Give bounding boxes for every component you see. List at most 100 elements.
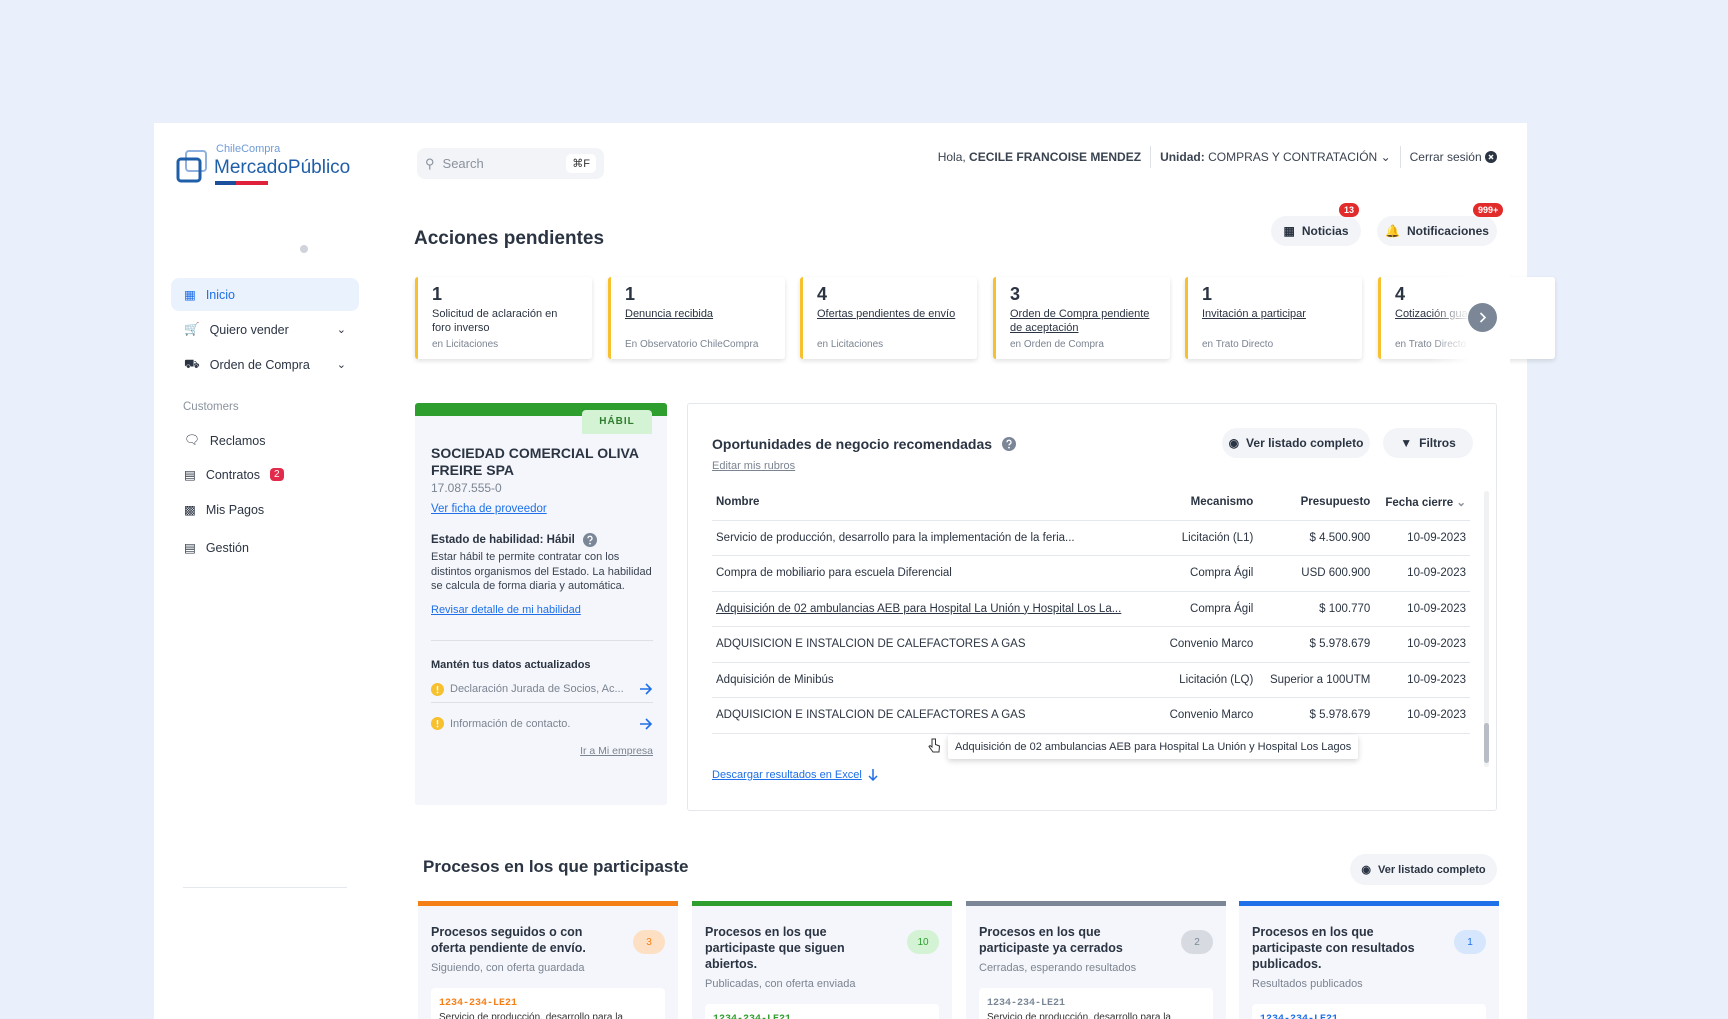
pointer-cursor-icon [928,738,940,753]
update-title: Mantén tus datos actualizados [431,658,591,671]
sidebar-item-contratos[interactable]: ▤ Contratos 2 [171,458,359,491]
cell-nombre[interactable]: Adquisición de 02 ambulancias AEB para H… [712,591,1159,627]
status-badge: HÁBIL [582,410,652,434]
card-count: 1 [625,284,636,304]
arrow-down-icon [868,769,878,781]
search-placeholder: Search [442,156,484,171]
card-count: 3 [1010,284,1021,304]
my-company-link[interactable]: Ir a Mi empresa [580,744,653,757]
cell-mecanismo: Compra Ágil [1158,555,1258,592]
cell-mecanismo: Licitación (L1) [1158,520,1258,556]
sidebar-item-orden-de-compra[interactable]: ⛟ Orden de Compra ⌄ [171,348,359,381]
processes-view-all-button[interactable]: ◉ Ver listado completo [1350,854,1497,885]
edit-categories-link[interactable]: Editar mis rubros [712,460,796,472]
news-button[interactable]: ▦ Noticias [1271,216,1361,246]
search-input[interactable]: ⚲ Search ⌘F [417,148,604,179]
sidebar-item-mis-pagos[interactable]: ▩ Mis Pagos [171,493,359,526]
cell-nombre[interactable]: Adquisición de Minibús [712,662,1159,698]
cell-nombre[interactable]: Servicio de producción, desarrollo para … [712,520,1159,556]
cell-nombre[interactable]: ADQUISICION E INSTALCION DE CALEFACTORES… [712,697,1159,734]
pending-action-card[interactable]: 1 Solicitud de aclaración en foro invers… [415,277,592,359]
card-title[interactable]: Orden de Compra pendiente de aceptación [1010,308,1150,334]
sidebar-item-gestion[interactable]: ▤ Gestión [171,531,359,564]
column-mecanismo[interactable]: Mecanismo [1158,484,1258,521]
opportunities-table: Nombre Mecanismo Presupuesto Fecha cierr… [712,484,1470,734]
process-column-body: Procesos en los que participaste ya cerr… [979,924,1213,1019]
divider [1399,146,1401,168]
table-row[interactable]: Compra de mobiliario para escuela Difere… [712,555,1470,592]
table-row[interactable]: Servicio de producción, desarrollo para … [712,520,1470,556]
card-title[interactable]: Denuncia recibida [625,308,714,320]
card-title: Solicitud de aclaración en foro inverso [432,308,558,334]
column-nombre[interactable]: Nombre [712,484,1159,521]
logout-label: Cerrar sesión [1409,150,1482,164]
card-count: 4 [1395,284,1406,304]
supplier-profile-link[interactable]: Ver ficha de proveedor [431,503,547,515]
document-icon: ▤ [184,468,196,482]
process-column-title: Procesos en los que participaste con res… [1252,925,1415,971]
table-row[interactable]: Adquisición de Minibús Licitación (LQ) S… [712,662,1470,698]
user-greeting: Hola, CECILE FRANCOISE MENDEZ [938,150,1141,164]
pending-action-card[interactable]: 3 Orden de Compra pendiente de aceptació… [993,277,1170,359]
process-code: 1234-234-LE21 [987,998,1066,1009]
user-name: CECILE FRANCOISE MENDEZ [969,150,1142,164]
unit-selector[interactable]: Unidad: COMPRAS Y CONTRATACIÓN ⌄ [1160,150,1391,164]
sidebar-item-reclamos[interactable]: 🗨 Reclamos [171,424,359,457]
habilidad-detail-link[interactable]: Revisar detalle de mi habilidad [431,603,581,616]
update-item[interactable]: Información de contacto. [431,711,653,737]
sidebar-item-label: Contratos [205,467,261,482]
help-icon[interactable] [1002,437,1017,451]
search-icon: ⚲ [425,155,435,171]
table-row[interactable]: ADQUISICION E INSTALCION DE CALEFACTORES… [712,626,1470,663]
newspaper-icon: ▦ [1283,224,1295,238]
column-presupuesto[interactable]: Presupuesto [1257,484,1375,521]
table-row[interactable]: ADQUISICION E INSTALCION DE CALEFACTORES… [712,697,1470,734]
my-company-link-row: Ir a Mi empresa [431,745,653,757]
grid-icon: ▦ [184,288,196,302]
sidebar-collapse-dot[interactable] [300,245,308,253]
logo-subtitle: ChileCompra [216,143,281,155]
chevron-down-icon: ⌄ [1380,150,1391,164]
table-scrollbar[interactable] [1484,491,1489,767]
process-column: 1 Procesos en los que participaste con r… [1239,901,1499,1019]
card-title[interactable]: Ofertas pendientes de envío [817,308,956,320]
process-description: Servicio de producción, desarrollo para … [439,1012,623,1019]
update-item-label: Declaración Jurada de Socios, Ac... [450,683,624,695]
column-fecha-cierre[interactable]: Fecha cierre ⌄ [1374,484,1470,521]
unit-value: COMPRAS Y CONTRATACIÓN [1208,150,1378,164]
card-subtitle: en Licitaciones [432,339,499,350]
contratos-badge: 2 [270,468,284,481]
update-item-label: Información de contacto. [450,717,571,730]
view-all-button[interactable]: ◉ Ver listado completo [1222,428,1370,458]
view-all-label: Ver listado completo [1378,863,1486,876]
update-item[interactable]: Declaración Jurada de Socios, Ac... [431,677,653,703]
cell-nombre[interactable]: Compra de mobiliario para escuela Difere… [712,555,1159,592]
sidebar-item-inicio[interactable]: ▦ Inicio [171,278,359,311]
chevron-right-icon[interactable] [1468,303,1497,332]
notifications-label: Notificaciones [1406,224,1489,238]
pending-action-card[interactable]: 1 Denuncia recibida En Observatorio Chil… [608,277,785,359]
download-excel-link[interactable]: Descargar resultados en Excel [712,769,878,781]
card-title[interactable]: Invitación a participar [1202,308,1306,320]
header-bar: Hola, CECILE FRANCOISE MENDEZ Unidad: CO… [938,146,1497,168]
pending-action-card[interactable]: 1 Invitación a participar en Trato Direc… [1185,277,1362,359]
unit-label: Unidad: [1160,150,1205,164]
help-icon[interactable] [582,533,597,547]
notifications-button[interactable]: 🔔 Notificaciones [1377,216,1497,246]
cell-nombre[interactable]: ADQUISICION E INSTALCION DE CALEFACTORES… [712,626,1159,663]
logout-button[interactable]: Cerrar sesión [1410,150,1497,164]
opportunities-title: Oportunidades de negocio recomendadas [712,436,1017,452]
process-count-badge: 2 [1181,930,1213,954]
opportunities-title-text: Oportunidades de negocio recomendadas [712,436,993,452]
sidebar-item-quiero-vender[interactable]: 🛒 Quiero vender ⌄ [171,313,359,346]
cell-fecha-cierre: 10-09-2023 [1374,662,1470,698]
table-row[interactable]: Adquisición de 02 ambulancias AEB para H… [712,591,1470,627]
scrollbar-thumb[interactable] [1484,723,1489,763]
search-shortcut: ⌘F [566,154,596,173]
filters-button[interactable]: ▼ Filtros [1383,428,1473,458]
pending-action-card[interactable]: 4 Ofertas pendientes de envío en Licitac… [800,277,977,359]
